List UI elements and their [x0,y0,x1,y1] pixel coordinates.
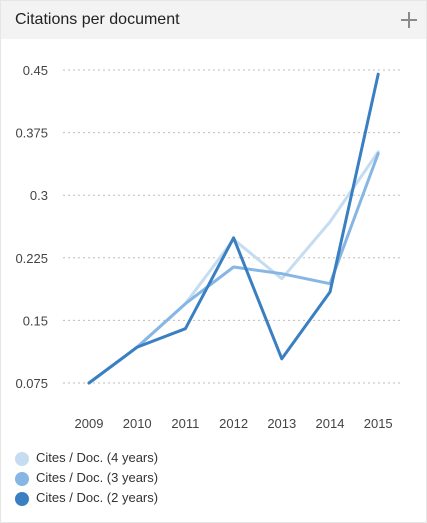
legend-swatch [15,492,29,506]
line-chart: 0.075 0.15 0.225 0.3 0.375 0.45 2009 2010 2011 20… [15,63,401,431]
y-tick-label: 0.375 [15,126,48,141]
x-tick-label: 2015 [364,416,393,431]
panel-header: Citations per document [1,1,426,39]
y-tick-label: 0.3 [30,188,48,203]
legend-swatch [15,452,29,466]
x-tick-label: 2014 [316,416,345,431]
legend-swatch [15,472,29,486]
y-tick-label: 0.15 [23,313,48,328]
x-tick-label: 2011 [171,416,199,431]
x-tick-label: 2009 [75,416,104,431]
x-tick-label: 2012 [219,416,248,431]
x-tick-label: 2013 [267,416,296,431]
series-line [87,72,380,385]
y-tick-label: 0.45 [23,63,48,78]
plus-icon[interactable] [399,10,419,30]
legend-label: Cites / Doc. (2 years) [36,490,159,505]
x-tick-label: 2010 [123,416,152,431]
legend-label: Cites / Doc. (3 years) [36,470,159,485]
y-tick-label: 0.075 [15,376,48,391]
panel-title: Citations per document [15,11,180,28]
legend-label: Cites / Doc. (4 years) [36,450,159,465]
y-tick-label: 0.225 [15,251,48,266]
